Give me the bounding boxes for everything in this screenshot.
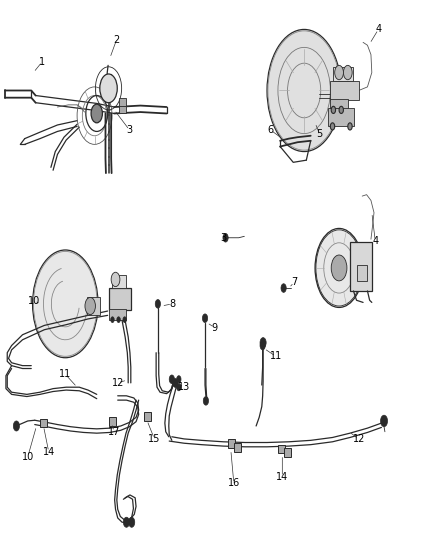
Bar [109, 288, 131, 310]
Circle shape [91, 104, 102, 123]
Bar [109, 417, 116, 426]
Circle shape [203, 397, 208, 405]
Circle shape [155, 300, 160, 308]
Circle shape [117, 317, 120, 322]
Circle shape [129, 517, 135, 527]
Bar [144, 413, 151, 421]
Bar [278, 445, 285, 453]
Text: 12: 12 [353, 434, 365, 444]
Circle shape [173, 380, 177, 387]
Text: 11: 11 [270, 351, 282, 361]
Circle shape [111, 272, 120, 287]
Circle shape [267, 29, 341, 151]
Text: 12: 12 [112, 378, 124, 388]
Text: 2: 2 [113, 35, 120, 45]
Bar [119, 106, 127, 114]
Circle shape [223, 233, 228, 242]
Circle shape [13, 421, 19, 431]
Text: 4: 4 [372, 236, 378, 246]
Circle shape [331, 106, 336, 114]
Text: 5: 5 [316, 128, 322, 139]
Bar [228, 439, 235, 448]
Circle shape [32, 250, 98, 358]
Circle shape [281, 284, 286, 293]
Text: 14: 14 [276, 472, 289, 482]
Bar [119, 99, 127, 106]
Text: 11: 11 [59, 369, 71, 379]
Circle shape [177, 376, 181, 383]
Text: 14: 14 [42, 447, 55, 457]
Bar [330, 99, 348, 110]
Circle shape [315, 229, 363, 308]
Bar [285, 448, 291, 457]
Text: 6: 6 [268, 125, 274, 135]
Circle shape [260, 341, 265, 350]
Text: 4: 4 [375, 25, 381, 35]
Text: 1: 1 [39, 56, 45, 67]
Text: 10: 10 [21, 452, 34, 462]
Circle shape [343, 66, 352, 80]
Text: 3: 3 [220, 233, 226, 243]
Bar [330, 81, 359, 100]
Text: 7: 7 [291, 277, 297, 287]
Text: 9: 9 [212, 322, 218, 333]
Text: 15: 15 [148, 434, 161, 444]
Bar [357, 265, 367, 281]
Bar [234, 443, 241, 452]
Circle shape [100, 74, 117, 103]
Circle shape [260, 337, 266, 348]
Bar [112, 275, 126, 288]
Text: 3: 3 [127, 125, 133, 135]
Bar [87, 297, 100, 316]
Circle shape [202, 314, 208, 322]
Circle shape [339, 106, 343, 114]
Circle shape [335, 66, 343, 80]
Bar [333, 67, 353, 81]
Circle shape [331, 255, 347, 281]
Bar [350, 242, 372, 291]
Circle shape [85, 297, 95, 314]
Text: 17: 17 [108, 427, 120, 437]
Text: 16: 16 [228, 479, 240, 488]
Circle shape [124, 517, 130, 527]
Circle shape [348, 123, 352, 130]
Circle shape [173, 378, 178, 387]
Bar [40, 419, 47, 427]
Circle shape [177, 384, 181, 391]
Bar [328, 108, 354, 126]
Circle shape [169, 375, 174, 384]
Circle shape [123, 317, 127, 322]
Circle shape [111, 317, 114, 322]
Text: 10: 10 [28, 296, 40, 306]
Bar [109, 309, 126, 320]
Circle shape [330, 123, 335, 130]
Text: 13: 13 [178, 382, 190, 392]
Circle shape [381, 415, 388, 427]
Text: 8: 8 [169, 299, 175, 309]
